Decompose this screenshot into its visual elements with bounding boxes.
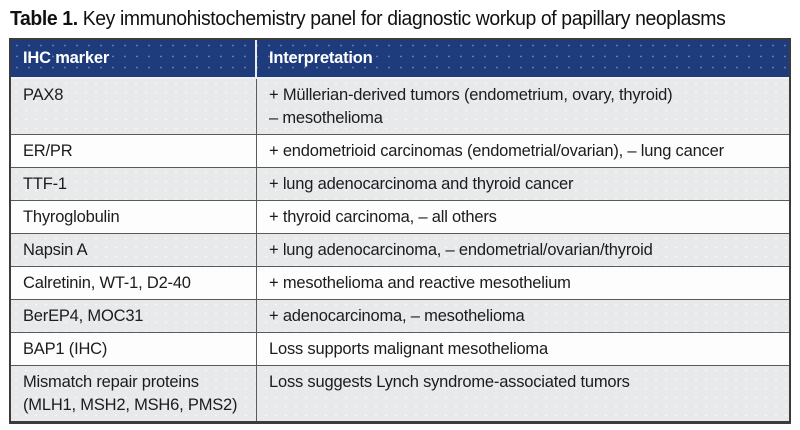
table-row: PAX8 + Müllerian-derived tumors (endomet… — [11, 79, 789, 134]
ihc-marker-cell: PAX8 — [11, 79, 257, 134]
table-header-row: IHC marker Interpretation — [11, 40, 789, 79]
table-number-label: Table 1. — [10, 8, 78, 30]
interpretation-cell: + adenocarcinoma, – mesothelioma — [269, 307, 525, 325]
ihc-marker-cell: ER/PR — [11, 135, 257, 167]
interpretation-cell: + lung adenocarcinoma, – endometrial/ova… — [269, 241, 653, 259]
table-title: Table 1. Key immunohistochemistry panel … — [10, 8, 768, 31]
interpretation-cell: + thyroid carcinoma, – all others — [269, 208, 497, 226]
table-row: Calretinin, WT-1, D2-40 + mesothelioma a… — [11, 266, 789, 299]
ihc-marker-cell: Calretinin, WT-1, D2-40 — [11, 267, 257, 299]
table-row: BAP1 (IHC) Loss supports malignant mesot… — [11, 332, 789, 365]
ihc-marker-cell: Thyroglobulin — [11, 201, 257, 233]
ihc-marker-cell: BAP1 (IHC) — [11, 333, 257, 365]
ihc-marker-cell: BerEP4, MOC31 — [11, 300, 257, 332]
ihc-marker-cell: Mismatch repair proteins (MLH1, MSH2, MS… — [11, 366, 257, 421]
table-row: ER/PR + endometrioid carcinomas (endomet… — [11, 134, 789, 167]
interpretation-cell: + Müllerian-derived tumors (endometrium,… — [269, 86, 673, 127]
table-row: TTF-1 + lung adenocarcinoma and thyroid … — [11, 167, 789, 200]
column-header-interpretation: Interpretation — [269, 49, 373, 67]
column-header-ihc-marker: IHC marker — [11, 40, 257, 77]
table-row: Mismatch repair proteins (MLH1, MSH2, MS… — [11, 365, 789, 421]
table-row: Napsin A + lung adenocarcinoma, – endome… — [11, 233, 789, 266]
table-row: Thyroglobulin + thyroid carcinoma, – all… — [11, 200, 789, 233]
ihc-marker-cell: Napsin A — [11, 234, 257, 266]
ihc-marker-cell: TTF-1 — [11, 168, 257, 200]
ihc-table: IHC marker Interpretation PAX8 + Mülleri… — [9, 38, 791, 424]
interpretation-cell: Loss supports malignant mesothelioma — [269, 340, 548, 358]
interpretation-cell: Loss suggests Lynch syndrome-associated … — [269, 373, 630, 391]
interpretation-cell: + endometrioid carcinomas (endometrial/o… — [269, 142, 724, 160]
interpretation-cell: + mesothelioma and reactive mesothelium — [269, 274, 571, 292]
table-caption-text: Key immunohistochemistry panel for diagn… — [82, 8, 726, 30]
interpretation-cell: + lung adenocarcinoma and thyroid cancer — [269, 175, 574, 193]
table-row: BerEP4, MOC31 + adenocarcinoma, – mesoth… — [11, 299, 789, 332]
